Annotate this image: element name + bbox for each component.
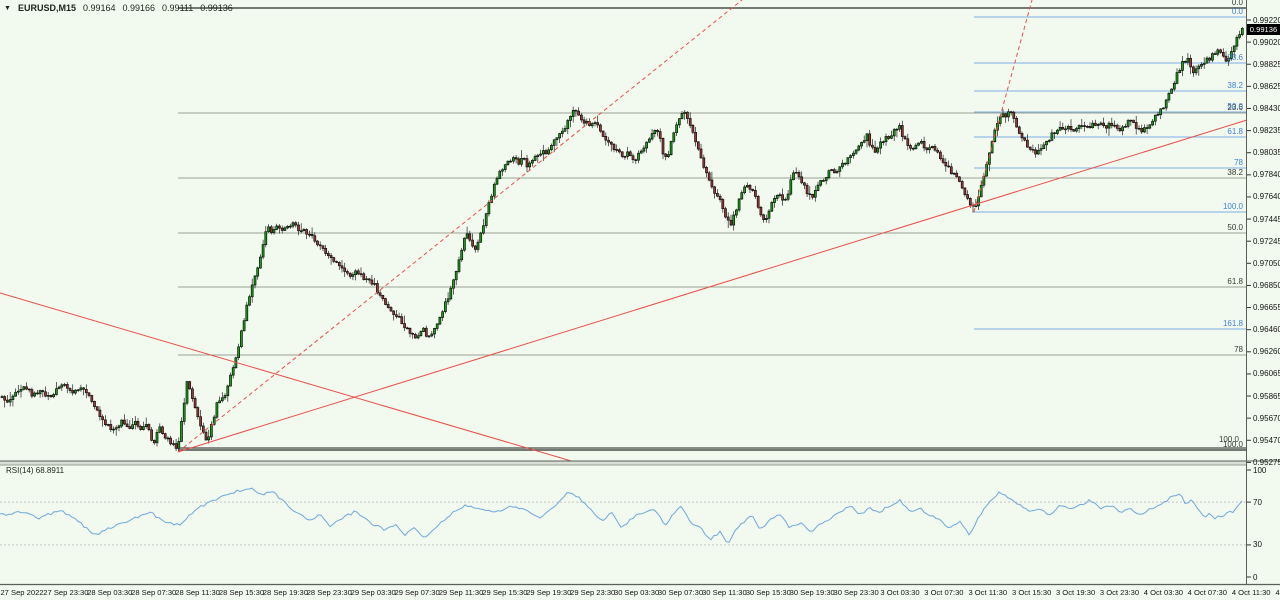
price-axis-label: 0.99020	[1253, 37, 1280, 47]
rsi-indicator-label: RSI(14) 68.8911	[6, 466, 65, 475]
price-axis-label: 0.95470	[1253, 435, 1280, 445]
current-price-badge: 0.99136	[1247, 24, 1280, 35]
time-axis-label: 30 Sep 19:30	[789, 588, 835, 597]
price-axis-label: 0.96850	[1253, 280, 1280, 290]
time-axis-label: 29 Sep 03:30	[350, 588, 396, 597]
quote-close: 0.99136	[200, 3, 233, 13]
price-axis-label: 0.98825	[1253, 59, 1280, 69]
time-axis-label: 30 Sep 03:30	[614, 588, 660, 597]
time-axis-label: 28 Sep 03:30	[87, 588, 133, 597]
price-axis-label: 0.97050	[1253, 258, 1280, 268]
rsi-axis-label: 30	[1253, 540, 1262, 550]
time-axis-label: 4 Oct 11:30	[1231, 588, 1271, 597]
time-axis-label: 3 Oct 03:30	[880, 588, 920, 597]
time-axis-label: 29 Sep 07:30	[394, 588, 440, 597]
rsi-axis-label: 70	[1253, 497, 1262, 507]
price-axis-label: 0.96655	[1253, 303, 1280, 313]
quote-low: 0.99111	[162, 3, 194, 13]
time-axis-label: 3 Oct 15:30	[1012, 588, 1052, 597]
price-axis-label: 0.98235	[1253, 126, 1280, 136]
time-axis-label: 4 Oct 15:30	[1275, 588, 1280, 597]
time-axis-label: 28 Sep 11:30	[175, 588, 220, 597]
price-axis-label: 0.95670	[1253, 413, 1280, 423]
time-axis-label: 27 Sep 2022	[0, 588, 44, 597]
price-axis-label: 0.97245	[1253, 236, 1280, 246]
time-axis-label: 29 Sep 19:30	[526, 588, 572, 597]
chart-dropdown-icon[interactable]: ▼	[4, 4, 11, 12]
time-axis-label: 27 Sep 23:30	[43, 588, 89, 597]
chart-title-bar: ▼ EURUSD,M15 0.99164 0.99166 0.99111 0.9…	[4, 2, 233, 14]
rsi-axis-label: 100	[1253, 465, 1267, 475]
time-axis-label: 30 Sep 11:30	[702, 588, 747, 597]
price-axis-label: 0.99220	[1253, 15, 1280, 25]
time-axis-label: 29 Sep 11:30	[438, 588, 484, 597]
quote-high: 0.99166	[122, 3, 156, 13]
time-axis-label: 30 Sep 15:30	[745, 588, 791, 597]
rsi-axis-label: 0	[1253, 572, 1258, 582]
price-axis-label: 0.97445	[1253, 214, 1280, 224]
price-axis-label: 0.98625	[1253, 81, 1280, 91]
time-axis-label: 3 Oct 11:30	[968, 588, 1008, 597]
price-axis-label: 0.95275	[1253, 457, 1280, 467]
price-axis-label: 0.96460	[1253, 325, 1280, 335]
time-axis-label: 30 Sep 07:30	[657, 588, 704, 597]
time-axis-label: 28 Sep 23:30	[306, 588, 352, 597]
price-axis-label: 0.97640	[1253, 192, 1280, 202]
time-axis-label: 3 Oct 07:30	[924, 588, 964, 597]
time-axis-label: 4 Oct 03:30	[1143, 588, 1184, 597]
time-axis-label: 29 Sep 23:30	[570, 588, 616, 597]
time-axis-label: 3 Oct 19:30	[1055, 588, 1096, 597]
time-axis[interactable]: 27 Sep 2022 27 Sep 23:30 28 Sep 03:30 28 Se…	[0, 585, 1280, 600]
time-axis-label: 28 Sep 19:30	[262, 588, 308, 597]
time-axis-label: 4 Oct 07:30	[1187, 588, 1227, 597]
time-axis-label: 3 Oct 23:30	[1099, 588, 1140, 597]
price-axis-label: 0.96065	[1253, 369, 1280, 379]
time-axis-label: 30 Sep 23:30	[833, 588, 879, 597]
price-axis-label: 0.96260	[1253, 347, 1280, 357]
price-axis-label: 0.95865	[1253, 391, 1280, 401]
symbol-period-label: EURUSD,M15	[17, 3, 76, 13]
time-axis-label: 29 Sep 15:30	[482, 588, 528, 597]
time-axis-label: 28 Sep 07:30	[131, 588, 177, 597]
price-axis-label: 0.98035	[1253, 148, 1280, 158]
time-axis-label: 28 Sep 15:30	[218, 588, 265, 597]
price-axis-label: 0.97840	[1253, 170, 1280, 180]
quote-open: 0.99164	[82, 3, 116, 13]
price-axis[interactable]: 0.99220 0.99020 0.98825 0.98625 0.98430 0.982…	[1247, 0, 1280, 585]
price-axis-label: 0.98430	[1253, 103, 1280, 113]
